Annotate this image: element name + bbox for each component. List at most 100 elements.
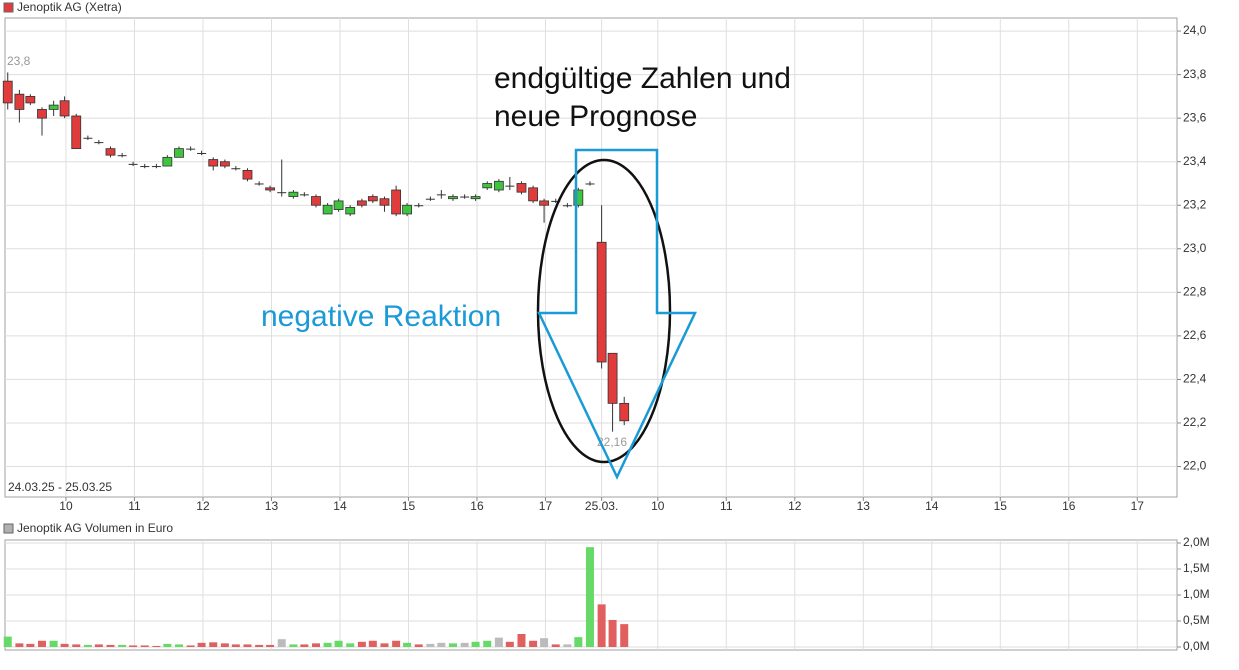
y-tick-label: 22,4	[1183, 372, 1207, 386]
range-label: 24.03.25 - 25.03.25	[8, 480, 112, 494]
volume-bar	[597, 604, 606, 647]
candle-body	[493, 180, 504, 191]
volume-bar	[163, 643, 172, 647]
volume-bar	[505, 641, 514, 647]
candle-body	[607, 352, 618, 404]
candle-body	[197, 152, 207, 154]
volume-bar	[186, 645, 195, 647]
volume-bar	[140, 645, 149, 647]
volume-bar	[83, 644, 92, 647]
volume-bar	[60, 643, 69, 647]
x-tick-label: 16	[470, 499, 484, 513]
volume-bar	[197, 642, 206, 647]
volume-bar	[323, 642, 332, 647]
volume-bar	[437, 642, 446, 647]
volume-bar	[460, 642, 469, 647]
volume-bar	[255, 644, 264, 647]
candle-body	[619, 402, 630, 422]
candle-body	[345, 207, 356, 215]
candle-body	[48, 104, 59, 110]
y-tick-label: 23,6	[1183, 110, 1207, 124]
volume-bar	[289, 644, 298, 647]
candle-body	[128, 163, 138, 165]
x-tick-label: 11	[720, 499, 733, 513]
volume-bar	[403, 642, 412, 647]
candle-body	[94, 142, 104, 144]
y-tick-label: 23,4	[1183, 154, 1207, 168]
volume-bar	[483, 640, 492, 647]
candle-body	[59, 100, 70, 117]
y-tick-label: 23,0	[1183, 241, 1207, 255]
candle-body	[311, 196, 321, 206]
y-tick-label: 22,6	[1183, 328, 1207, 342]
candle-body	[37, 109, 47, 119]
volume-bar	[574, 637, 583, 647]
arrow	[537, 148, 697, 480]
legend-label: Jenoptik AG (Xetra)	[17, 0, 122, 14]
candle-body	[219, 161, 230, 167]
candle-body	[162, 156, 173, 167]
candle-body	[299, 194, 309, 196]
legend-label: Jenoptik AG Volumen in Euro	[17, 521, 173, 535]
x-tick-label: 11	[128, 499, 141, 513]
candle-body	[105, 148, 116, 156]
candle-body	[117, 155, 127, 157]
volume-bar	[529, 640, 538, 647]
candle-body	[425, 198, 435, 200]
candle-body	[585, 183, 595, 185]
candle-body	[470, 196, 481, 200]
candle-body	[539, 200, 549, 206]
x-tick-label: 17	[1131, 499, 1145, 513]
x-tick-label: 10	[651, 499, 665, 513]
candle-body	[391, 189, 402, 215]
volume-bar	[368, 640, 377, 647]
volume-bar	[563, 644, 572, 647]
candle-body	[254, 183, 264, 185]
volume-bar	[392, 640, 401, 647]
volume-bar	[426, 643, 435, 647]
candle-body	[208, 159, 219, 167]
x-tick-label: 16	[1062, 499, 1076, 513]
volume-bar	[209, 642, 218, 647]
candle-body	[151, 166, 161, 168]
volume-bar	[551, 644, 560, 647]
volume-bar	[129, 645, 138, 647]
y-tick-label: 23,2	[1183, 197, 1207, 211]
candle-body	[277, 192, 287, 194]
candle-body	[265, 187, 275, 191]
candle-body	[2, 80, 13, 104]
candle-body	[71, 115, 82, 150]
candle-body	[174, 148, 184, 158]
candle-body	[288, 191, 299, 197]
candle-body	[333, 200, 344, 211]
volume-bar	[311, 643, 320, 647]
volume-bar	[37, 640, 46, 647]
volume-bar	[72, 644, 81, 647]
candle-body	[83, 137, 93, 139]
volume-bar	[94, 644, 103, 647]
x-tick-label: 15	[402, 499, 416, 513]
volume-bar	[414, 644, 423, 647]
volume-bar	[106, 644, 115, 647]
candle-body	[596, 241, 607, 363]
annotation: negative Reaktion	[261, 300, 501, 333]
volume-bar	[471, 641, 480, 647]
low-label: 22,16	[597, 435, 627, 449]
volume-bar	[300, 644, 309, 647]
y-tick-label: 24,0	[1183, 23, 1207, 37]
high-label: 23,8	[7, 54, 31, 68]
candle-body	[242, 170, 253, 180]
volume-bar	[357, 641, 366, 647]
volume-bar	[517, 634, 526, 647]
highlight-ellipse	[536, 158, 672, 464]
volume-bar	[15, 643, 24, 647]
volume-bar	[152, 645, 161, 647]
volume-bar	[118, 644, 127, 647]
candle-body	[14, 93, 25, 110]
volume-bar	[540, 638, 549, 647]
x-tick-label: 17	[539, 499, 553, 513]
candle-body	[379, 198, 390, 206]
candle-body	[528, 187, 539, 202]
candle-body	[140, 166, 150, 168]
